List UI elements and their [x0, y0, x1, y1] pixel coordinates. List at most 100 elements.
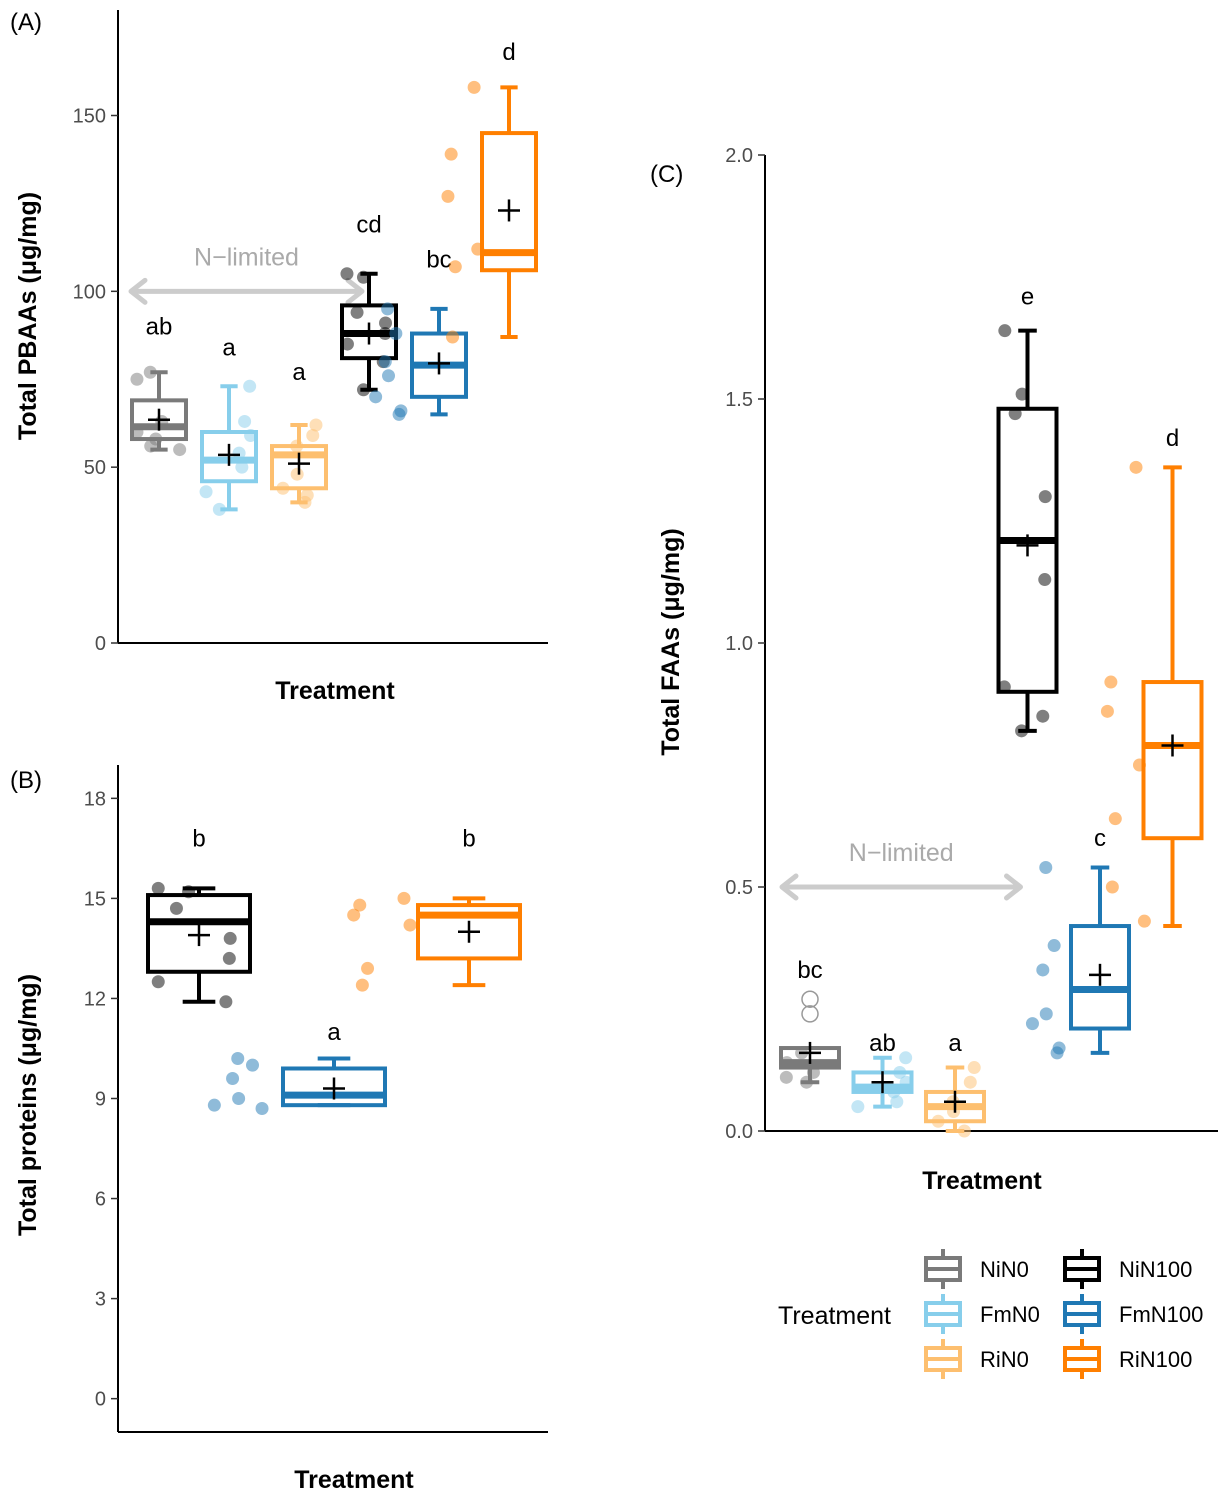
- data-point: [403, 918, 417, 932]
- legend-label: NiN100: [1119, 1257, 1192, 1282]
- data-point: [232, 446, 246, 460]
- panel-c-n-limited-label: N−limited: [849, 839, 954, 867]
- data-point: [151, 881, 165, 895]
- data-point: [207, 1098, 221, 1112]
- panel-c-y-tick-label: 0.0: [725, 1121, 753, 1143]
- data-point: [199, 485, 213, 499]
- data-point: [223, 931, 237, 945]
- panel-c-n-limited-arrow-head-right: [1004, 873, 1023, 901]
- box-body: [996, 406, 1059, 694]
- box-body: [146, 893, 252, 974]
- box-body: [416, 903, 522, 961]
- significance-letter: c: [1094, 825, 1106, 852]
- significance-letter: ab: [869, 1030, 896, 1057]
- legend: Treatment NiN0 NiN100 FmN0 FmN100 RiN0 RiN100: [778, 1249, 1203, 1379]
- data-point: [1036, 963, 1050, 977]
- significance-letter: a: [292, 359, 306, 386]
- panel-a-x-axis-title: Treatment: [275, 677, 395, 705]
- panel-b-y-tick-label: 15: [84, 888, 106, 910]
- legend-label: RiN100: [1119, 1347, 1192, 1372]
- data-point: [1129, 460, 1143, 474]
- legend-key-nin0: NiN0: [924, 1249, 1029, 1289]
- data-point: [448, 260, 462, 274]
- data-point: [1036, 709, 1050, 723]
- data-point: [151, 975, 165, 989]
- panel-a-n-limited-arrow-head-left: [128, 277, 148, 305]
- legend-title: Treatment: [778, 1302, 891, 1330]
- panel-a-box-rin0: a: [270, 359, 328, 509]
- significance-letter: d: [502, 39, 515, 66]
- data-point: [851, 1100, 865, 1114]
- panel-c-box-rin0: a: [924, 1030, 986, 1138]
- data-point: [369, 390, 383, 404]
- panel-b-y-axis-title: Total proteins (μg/mg): [14, 974, 42, 1236]
- panel-c-y-tick-label: 2.0: [725, 145, 753, 167]
- data-point: [1108, 812, 1122, 826]
- significance-letter: a: [222, 335, 236, 362]
- data-point: [353, 898, 367, 912]
- data-point: [397, 891, 411, 905]
- panel-a-y-tick-label: 50: [84, 457, 106, 479]
- data-point: [309, 418, 323, 432]
- data-point: [967, 1061, 981, 1075]
- data-point: [963, 1075, 977, 1089]
- data-point: [899, 1051, 913, 1065]
- panel-c-box-nin100: e: [996, 284, 1059, 738]
- data-point: [169, 901, 183, 915]
- data-point: [957, 1124, 971, 1138]
- box-body: [130, 398, 188, 442]
- data-point: [226, 1071, 240, 1085]
- panel-b-y-tick-label: 0: [95, 1389, 106, 1411]
- panel-c-y-tick-label: 1.5: [725, 389, 753, 411]
- significance-letter: ab: [146, 314, 173, 341]
- panel-a-y-tick-label: 0: [95, 633, 106, 655]
- panel-a-box-fmn100: bc: [369, 247, 468, 421]
- panel-a-box-nin0: ab: [130, 314, 188, 457]
- data-point: [143, 365, 157, 379]
- panel-a-box-rin100: d: [441, 39, 538, 344]
- panel-c-x-axis-title: Treatment: [922, 1167, 1042, 1195]
- panel-b-box-rin100: b: [347, 825, 522, 992]
- outlier-point: [801, 990, 819, 1008]
- data-point: [890, 1095, 904, 1109]
- data-point: [340, 337, 354, 351]
- data-point: [290, 467, 304, 481]
- panel-b-y-tick-label: 18: [84, 788, 106, 810]
- data-point: [467, 80, 481, 94]
- data-point: [441, 189, 455, 203]
- legend-label: FmN100: [1119, 1302, 1203, 1327]
- box-body: [200, 430, 258, 484]
- data-point: [1100, 704, 1114, 718]
- data-point: [347, 908, 361, 922]
- panel-a-box-fmn0: a: [199, 335, 258, 516]
- data-point: [1038, 490, 1052, 504]
- box-body: [1069, 924, 1131, 1031]
- panel-a-n-limited-label: N−limited: [194, 243, 299, 271]
- outlier-point: [801, 1005, 819, 1023]
- significance-letter: cd: [356, 212, 381, 239]
- data-point: [998, 324, 1012, 338]
- panel-c-y-tick-label: 0.5: [725, 877, 753, 899]
- panel-c-box-fmn0: ab: [851, 1030, 914, 1114]
- panel-c-n-limited-arrow-head-left: [779, 873, 799, 901]
- panel-b-y-tick-label: 12: [84, 988, 106, 1010]
- panel-a-y-axis-title: Total PBAAs (μg/mg): [14, 192, 42, 440]
- panel-b: (B) Total proteins (μg/mg) Treatment 0 3 6…: [10, 765, 548, 1492]
- significance-letter: d: [1166, 425, 1179, 452]
- data-point: [1015, 387, 1029, 401]
- data-point: [1039, 860, 1053, 874]
- significance-letter: b: [462, 825, 475, 852]
- legend-key-rin0: RiN0: [924, 1339, 1029, 1379]
- data-point: [219, 995, 233, 1009]
- data-point: [355, 978, 369, 992]
- data-point: [1137, 914, 1151, 928]
- panel-b-y-tick-label: 9: [95, 1089, 106, 1111]
- data-point: [222, 951, 236, 965]
- data-point: [1047, 939, 1061, 953]
- data-point: [350, 305, 364, 319]
- data-point: [173, 443, 187, 457]
- box-body: [281, 1066, 387, 1108]
- panel-c-tag: (C): [650, 161, 683, 188]
- panel-b-y-tick-label: 6: [95, 1189, 106, 1211]
